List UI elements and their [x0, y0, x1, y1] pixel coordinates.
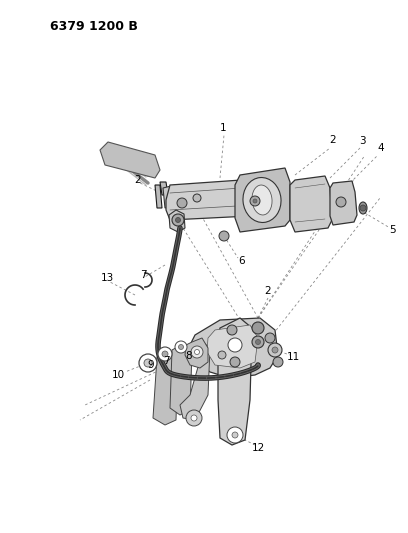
Text: 5: 5 — [390, 225, 396, 235]
Ellipse shape — [243, 177, 281, 222]
Circle shape — [272, 347, 278, 353]
Circle shape — [191, 346, 203, 358]
Text: 4: 4 — [378, 143, 384, 153]
Circle shape — [252, 322, 264, 334]
Circle shape — [139, 354, 157, 372]
Polygon shape — [170, 344, 192, 415]
Circle shape — [268, 343, 282, 357]
Polygon shape — [235, 168, 290, 232]
Polygon shape — [207, 325, 258, 368]
Text: 9: 9 — [148, 360, 154, 370]
Circle shape — [218, 351, 226, 359]
Polygon shape — [330, 181, 357, 225]
Polygon shape — [100, 142, 160, 178]
Circle shape — [144, 359, 152, 367]
Circle shape — [250, 196, 260, 206]
Polygon shape — [290, 176, 332, 232]
Ellipse shape — [252, 185, 272, 215]
Circle shape — [232, 432, 238, 438]
Polygon shape — [190, 318, 278, 378]
Circle shape — [252, 336, 264, 348]
Circle shape — [227, 427, 243, 443]
Polygon shape — [166, 178, 274, 220]
Text: 6379 1200 B: 6379 1200 B — [50, 20, 138, 33]
Circle shape — [179, 344, 184, 350]
Text: 2: 2 — [265, 286, 271, 296]
Ellipse shape — [359, 202, 367, 214]
Polygon shape — [163, 185, 178, 208]
Polygon shape — [169, 210, 185, 232]
Circle shape — [195, 350, 200, 354]
Circle shape — [191, 415, 197, 421]
Circle shape — [230, 357, 240, 367]
Polygon shape — [155, 185, 162, 208]
Polygon shape — [180, 340, 210, 420]
Circle shape — [360, 205, 366, 211]
Text: 8: 8 — [186, 351, 192, 361]
Text: 3: 3 — [359, 136, 365, 146]
Circle shape — [228, 338, 242, 352]
Circle shape — [219, 231, 229, 241]
Text: 13: 13 — [100, 273, 113, 283]
Text: 2: 2 — [330, 135, 336, 145]
Polygon shape — [160, 182, 168, 195]
Polygon shape — [218, 318, 252, 445]
Text: 1: 1 — [220, 123, 226, 133]
Circle shape — [172, 214, 184, 226]
Polygon shape — [153, 350, 178, 425]
Text: 11: 11 — [286, 352, 299, 362]
Circle shape — [175, 341, 187, 353]
Circle shape — [253, 199, 257, 203]
Circle shape — [273, 357, 283, 367]
Circle shape — [158, 347, 172, 361]
Circle shape — [175, 217, 180, 222]
Circle shape — [193, 194, 201, 202]
Circle shape — [186, 410, 202, 426]
Circle shape — [162, 351, 168, 357]
Text: 10: 10 — [111, 370, 124, 380]
Text: 7: 7 — [163, 356, 169, 366]
Circle shape — [255, 340, 260, 344]
Text: 2: 2 — [135, 175, 141, 185]
Circle shape — [227, 325, 237, 335]
Circle shape — [177, 198, 187, 208]
Text: 6: 6 — [239, 256, 245, 266]
Polygon shape — [185, 338, 208, 368]
Text: 7: 7 — [140, 270, 146, 280]
Circle shape — [336, 197, 346, 207]
Text: 12: 12 — [251, 443, 265, 453]
Circle shape — [265, 333, 275, 343]
